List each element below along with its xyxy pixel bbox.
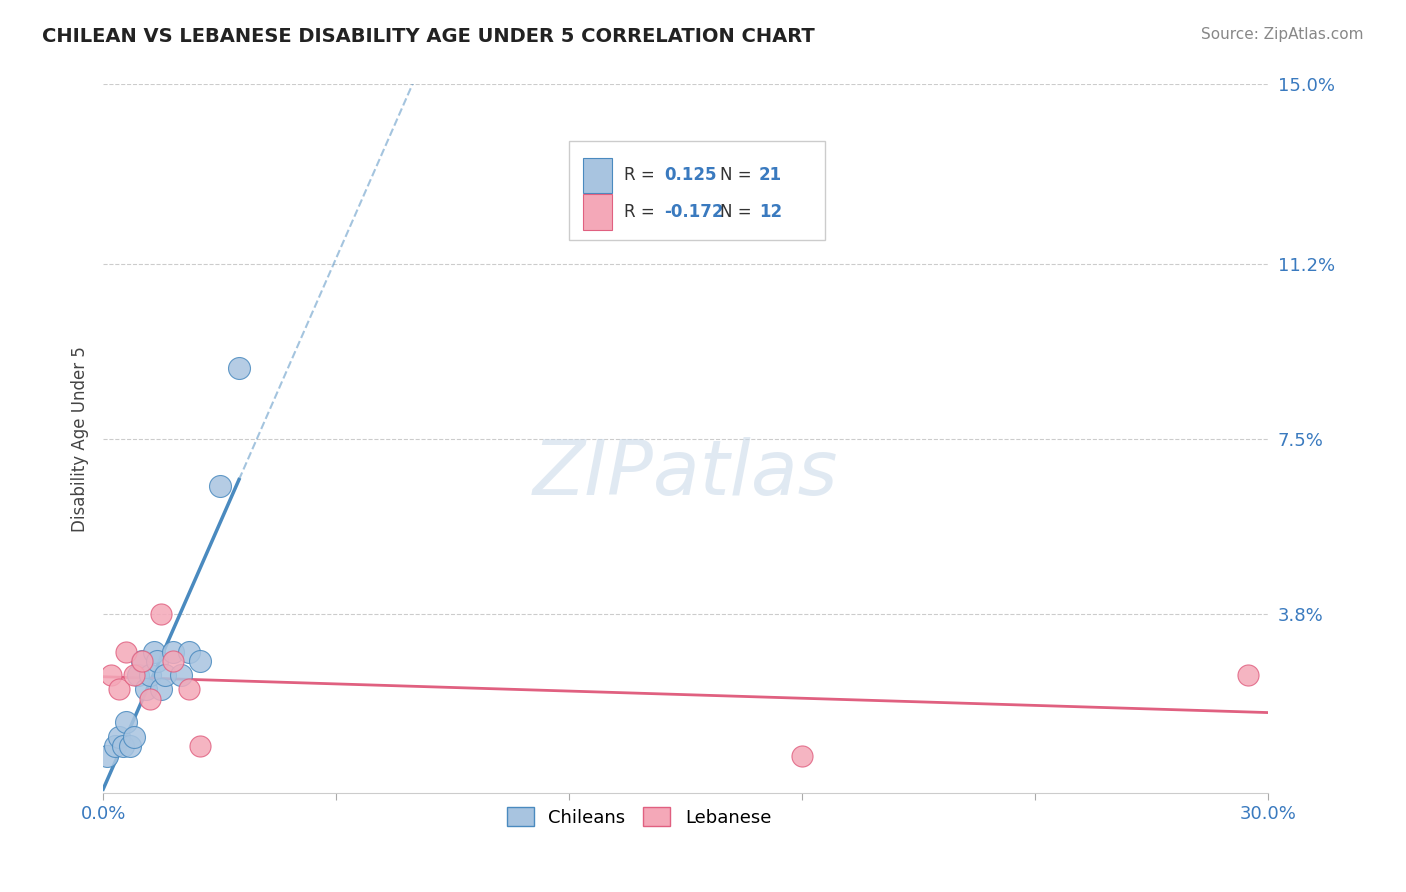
FancyBboxPatch shape <box>569 141 825 241</box>
Text: CHILEAN VS LEBANESE DISABILITY AGE UNDER 5 CORRELATION CHART: CHILEAN VS LEBANESE DISABILITY AGE UNDER… <box>42 27 815 45</box>
FancyBboxPatch shape <box>583 158 612 193</box>
Text: N =: N = <box>720 203 758 221</box>
Text: Source: ZipAtlas.com: Source: ZipAtlas.com <box>1201 27 1364 42</box>
Text: ZIPatlas: ZIPatlas <box>533 437 838 511</box>
Text: -0.172: -0.172 <box>665 203 724 221</box>
Point <box>138 668 160 682</box>
Point <box>208 479 231 493</box>
Point <box>228 361 250 376</box>
Point <box>115 715 138 730</box>
Point <box>162 654 184 668</box>
Point <box>131 654 153 668</box>
Point <box>131 654 153 668</box>
Text: N =: N = <box>720 166 758 185</box>
Point <box>107 682 129 697</box>
Point <box>100 668 122 682</box>
Point <box>188 739 211 753</box>
Point <box>1237 668 1260 682</box>
Text: R =: R = <box>624 166 659 185</box>
Point <box>111 739 134 753</box>
Point <box>122 668 145 682</box>
Point <box>177 682 200 697</box>
Point <box>146 654 169 668</box>
Point <box>177 644 200 658</box>
Text: R =: R = <box>624 203 659 221</box>
Point <box>115 644 138 658</box>
Text: 12: 12 <box>759 203 782 221</box>
Point <box>138 691 160 706</box>
FancyBboxPatch shape <box>583 194 612 230</box>
Legend: Chileans, Lebanese: Chileans, Lebanese <box>499 800 779 834</box>
Y-axis label: Disability Age Under 5: Disability Age Under 5 <box>72 346 89 532</box>
Point <box>135 682 157 697</box>
Point <box>120 739 142 753</box>
Point <box>155 668 177 682</box>
Point <box>150 607 173 621</box>
Point <box>104 739 127 753</box>
Point <box>170 668 193 682</box>
Point <box>790 748 813 763</box>
Text: 0.125: 0.125 <box>665 166 717 185</box>
Point <box>122 730 145 744</box>
Point <box>188 654 211 668</box>
Point <box>150 682 173 697</box>
Point <box>162 644 184 658</box>
Point <box>127 668 149 682</box>
Text: 21: 21 <box>759 166 782 185</box>
Point <box>96 748 118 763</box>
Point <box>142 644 165 658</box>
Point <box>107 730 129 744</box>
